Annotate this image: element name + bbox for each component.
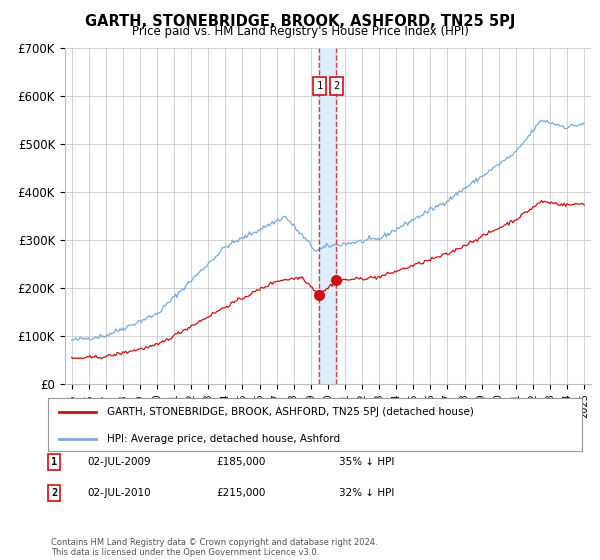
Text: HPI: Average price, detached house, Ashford: HPI: Average price, detached house, Ashf… [107,434,340,444]
Text: GARTH, STONEBRIDGE, BROOK, ASHFORD, TN25 5PJ (detached house): GARTH, STONEBRIDGE, BROOK, ASHFORD, TN25… [107,408,473,418]
Text: GARTH, STONEBRIDGE, BROOK, ASHFORD, TN25 5PJ: GARTH, STONEBRIDGE, BROOK, ASHFORD, TN25… [85,14,515,29]
Text: 02-JUL-2009: 02-JUL-2009 [87,457,151,467]
Text: 32% ↓ HPI: 32% ↓ HPI [339,488,394,498]
Text: 02-JUL-2010: 02-JUL-2010 [87,488,151,498]
Bar [319,48,337,384]
Text: 1: 1 [51,457,57,467]
Text: £215,000: £215,000 [216,488,265,498]
Text: 1: 1 [316,81,322,91]
Text: £185,000: £185,000 [216,457,265,467]
Text: 35% ↓ HPI: 35% ↓ HPI [339,457,394,467]
Text: Contains HM Land Registry data © Crown copyright and database right 2024.
This d: Contains HM Land Registry data © Crown c… [51,538,377,557]
Text: 2: 2 [51,488,57,498]
Text: 2: 2 [334,81,340,91]
Text: Price paid vs. HM Land Registry's House Price Index (HPI): Price paid vs. HM Land Registry's House … [131,25,469,38]
